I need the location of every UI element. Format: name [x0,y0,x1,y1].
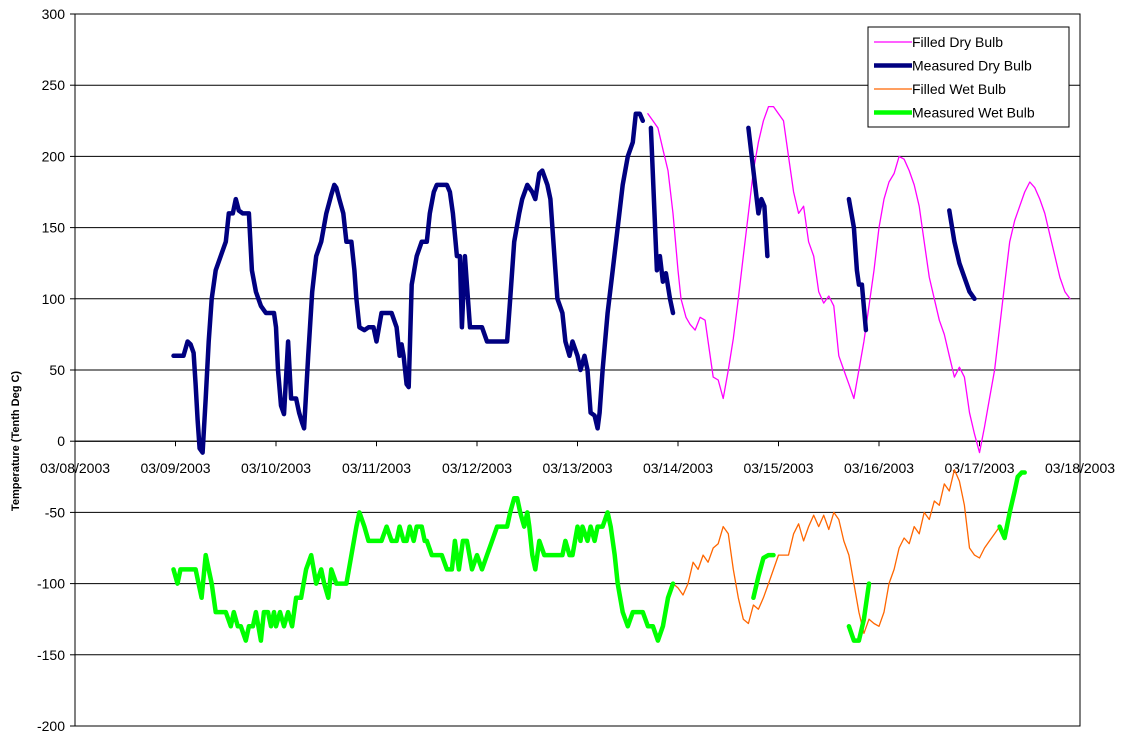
series-line-measured-dry-bulb [648,125,676,316]
legend-label: Filled Wet Bulb [912,81,1006,97]
x-tick-label: 03/08/2003 [40,460,110,476]
y-tick-label: -100 [37,576,65,592]
x-tick-labels: 03/08/2003 03/09/2003 03/10/2003 03/11/2003… [40,441,1115,476]
legend-label: Filled Dry Bulb [912,34,1003,50]
plot-border [74,13,1081,727]
y-tick-label: 200 [42,148,66,164]
series-line-filled-dry-bulb [647,105,1071,454]
legend: Filled Dry Bulb Measured Dry Bulb Filled W… [867,26,1070,128]
series-lines [171,105,1071,643]
series-line-measured-wet-bulb [171,495,676,643]
series-line-measured-dry-bulb [171,111,646,455]
x-tick-label: 03/15/2003 [743,460,813,476]
y-tick-labels: 300 250 200 150 100 50 0 -50 -100 -150 -200 [37,6,65,734]
legend-label: Measured Wet Bulb [912,105,1035,121]
series-line-measured-wet-bulb [997,470,1027,541]
x-tick-label: 03/10/2003 [241,460,311,476]
x-tick-label: 03/09/2003 [140,460,210,476]
series-line-measured-wet-bulb [846,581,872,643]
y-tick-label: -50 [45,504,65,520]
y-tick-label: 250 [42,77,66,93]
series-line-measured-dry-bulb [846,196,869,333]
y-tick-label: 50 [49,362,65,378]
x-tick-label: 03/13/2003 [542,460,612,476]
x-tick-label: 03/12/2003 [442,460,512,476]
x-tick-label: 03/14/2003 [643,460,713,476]
series-line-filled-wet-bulb [672,469,1001,635]
series-line-measured-wet-bulb [751,552,776,601]
x-tick-label: 03/18/2003 [1045,460,1115,476]
y-tick-label: 150 [42,220,66,236]
series-line-measured-dry-bulb [746,125,770,259]
x-tick-label: 03/17/2003 [944,460,1014,476]
series-line-measured-dry-bulb [947,208,977,302]
y-tick-label: 300 [42,6,66,22]
y-axis-title: Temperature (Tenth Deg C) [10,371,22,511]
y-tick-label: -150 [37,647,65,663]
y-tick-label: -200 [37,718,65,734]
y-tick-label: 100 [42,291,66,307]
legend-label: Measured Dry Bulb [912,58,1032,74]
x-tick-label: 03/16/2003 [844,460,914,476]
y-tick-label: 0 [57,433,65,449]
x-tick-label: 03/11/2003 [342,460,411,476]
